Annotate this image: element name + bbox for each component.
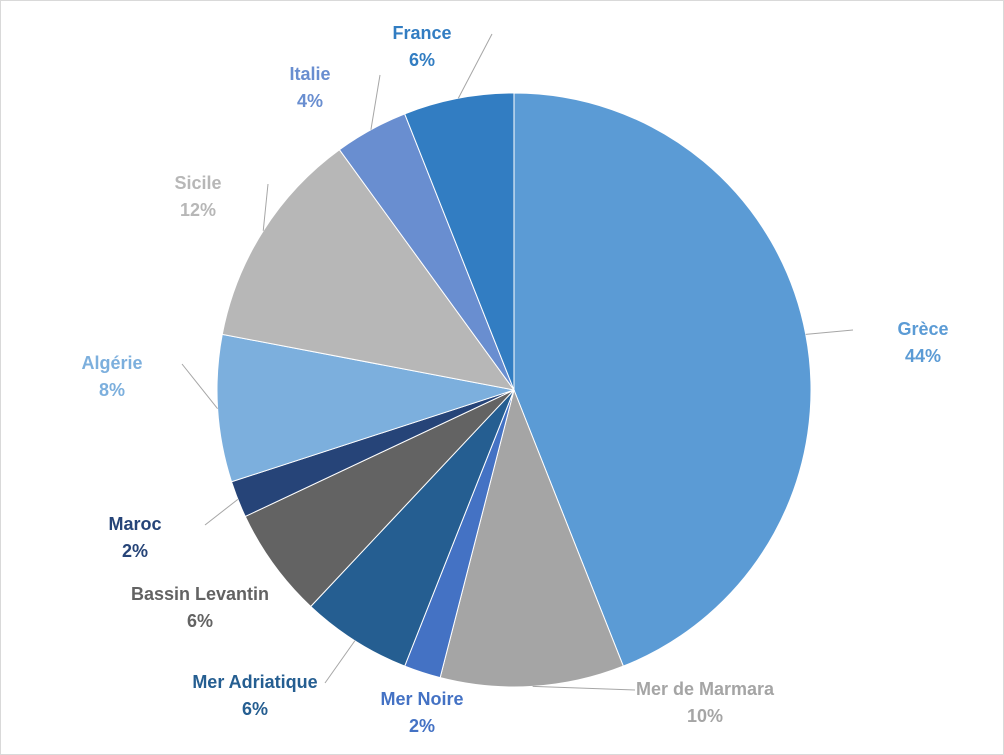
value-label: 4%: [297, 91, 323, 111]
leader-line: [805, 329, 854, 335]
category-label: Mer Noire: [380, 689, 463, 709]
pie-slice: [439, 388, 624, 688]
category-label: Sicile: [174, 173, 221, 193]
value-label: 10%: [687, 706, 723, 726]
pie-slice: [221, 149, 516, 391]
category-label: Algérie: [81, 353, 142, 373]
category-label: Mer de Marmara: [636, 679, 775, 699]
value-label: 6%: [187, 611, 213, 631]
value-label: 6%: [409, 50, 435, 70]
value-label: 44%: [905, 346, 941, 366]
category-label: Mer Adriatique: [192, 672, 317, 692]
value-label: 2%: [122, 541, 148, 561]
value-label: 2%: [409, 716, 435, 736]
category-label: Bassin Levantin: [131, 584, 269, 604]
value-label: 8%: [99, 380, 125, 400]
leader-line: [204, 498, 239, 526]
value-label: 6%: [242, 699, 268, 719]
leader-line: [370, 74, 381, 130]
leader-line: [324, 640, 356, 684]
category-label: France: [392, 23, 451, 43]
pie-slice: [216, 333, 515, 483]
category-label: Italie: [289, 64, 330, 84]
value-label: 12%: [180, 200, 216, 220]
category-label: Grèce: [897, 319, 948, 339]
leader-line: [181, 363, 218, 409]
leader-line: [532, 685, 636, 691]
leader-line: [457, 33, 493, 99]
leader-line: [262, 183, 269, 231]
category-label: Maroc: [108, 514, 161, 534]
